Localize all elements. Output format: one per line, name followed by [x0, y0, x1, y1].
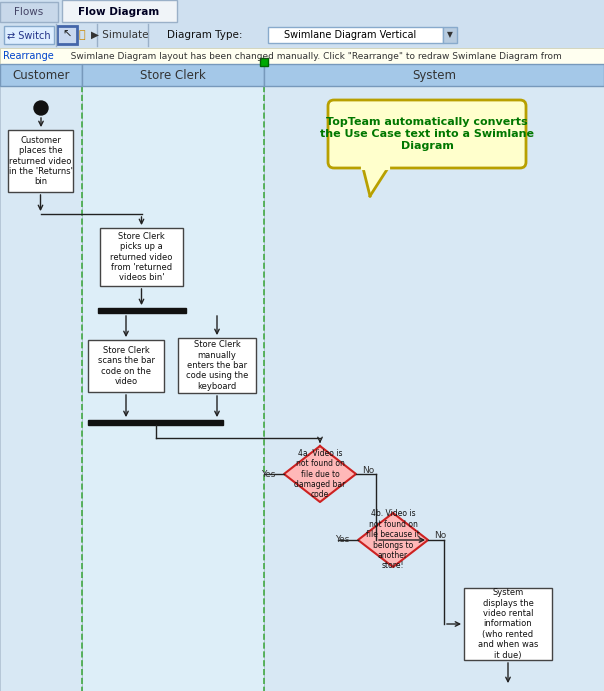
Text: 4a. Video is
not found on
file due to
damaged bar
code: 4a. Video is not found on file due to da…: [294, 448, 345, 500]
FancyBboxPatch shape: [178, 338, 256, 393]
Text: Rearrange: Rearrange: [3, 51, 54, 61]
FancyBboxPatch shape: [8, 130, 73, 192]
FancyBboxPatch shape: [57, 26, 77, 44]
Text: System
displays the
video rental
information
(who rented
and when was
it due): System displays the video rental informa…: [478, 588, 538, 660]
FancyBboxPatch shape: [98, 308, 186, 313]
Text: Swimlane Diagram layout has been changed manually. Click "Rearrange" to redraw S: Swimlane Diagram layout has been changed…: [62, 52, 562, 61]
FancyBboxPatch shape: [88, 420, 223, 425]
Text: No: No: [362, 466, 374, 475]
FancyBboxPatch shape: [0, 64, 82, 86]
Text: ▶ Simulate: ▶ Simulate: [91, 30, 149, 40]
FancyBboxPatch shape: [0, 0, 604, 22]
FancyBboxPatch shape: [88, 340, 164, 392]
FancyBboxPatch shape: [62, 0, 177, 22]
Text: System: System: [412, 68, 456, 82]
FancyBboxPatch shape: [4, 26, 54, 44]
FancyBboxPatch shape: [0, 2, 58, 22]
FancyBboxPatch shape: [0, 48, 604, 64]
FancyBboxPatch shape: [464, 588, 552, 660]
Text: 🖐: 🖐: [79, 30, 85, 40]
Text: Store Clerk
picks up a
returned video
from 'returned
videos bin': Store Clerk picks up a returned video fr…: [111, 231, 173, 283]
FancyBboxPatch shape: [82, 64, 264, 86]
FancyBboxPatch shape: [100, 228, 183, 286]
Text: 4b. Video is
not found on
file because it
belongs to
another
store!: 4b. Video is not found on file because i…: [366, 509, 420, 571]
FancyBboxPatch shape: [328, 100, 526, 168]
Text: Store Clerk: Store Clerk: [140, 68, 206, 82]
Text: Flows: Flows: [14, 7, 43, 17]
Text: Yes: Yes: [335, 536, 349, 545]
Circle shape: [34, 101, 48, 115]
Polygon shape: [284, 446, 356, 502]
FancyBboxPatch shape: [264, 64, 604, 86]
Text: Yes: Yes: [261, 469, 275, 478]
Text: ⇄ Switch: ⇄ Switch: [7, 30, 51, 40]
FancyBboxPatch shape: [82, 86, 264, 691]
Text: TopTeam automatically converts
the Use Case text into a Swimlane
Diagram: TopTeam automatically converts the Use C…: [320, 117, 534, 151]
Text: Flow Diagram: Flow Diagram: [79, 7, 159, 17]
FancyBboxPatch shape: [443, 27, 457, 43]
Text: ▼: ▼: [447, 30, 453, 39]
Text: No: No: [434, 531, 446, 540]
Text: Customer: Customer: [12, 68, 69, 82]
Text: Store Clerk
manually
enters the bar
code using the
keyboard: Store Clerk manually enters the bar code…: [186, 340, 248, 391]
Text: Customer
places the
returned video
in the 'Returns'
bin: Customer places the returned video in th…: [8, 135, 72, 187]
Polygon shape: [363, 168, 388, 196]
FancyBboxPatch shape: [268, 27, 443, 43]
FancyBboxPatch shape: [0, 22, 604, 48]
FancyBboxPatch shape: [0, 86, 82, 691]
Text: Swimlane Diagram Vertical: Swimlane Diagram Vertical: [284, 30, 416, 40]
Polygon shape: [358, 513, 428, 567]
Text: Store Clerk
scans the bar
code on the
video: Store Clerk scans the bar code on the vi…: [97, 346, 155, 386]
Text: Diagram Type:: Diagram Type:: [167, 30, 243, 40]
FancyBboxPatch shape: [264, 86, 604, 691]
FancyBboxPatch shape: [260, 58, 268, 66]
Text: ↖: ↖: [62, 30, 72, 40]
